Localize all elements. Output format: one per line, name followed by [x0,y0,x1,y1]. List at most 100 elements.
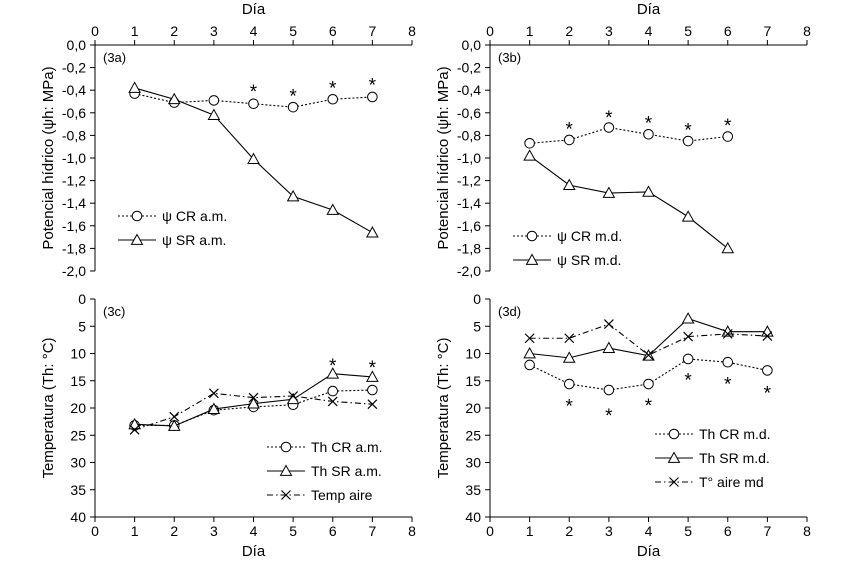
significance-asterisk: * [605,108,613,129]
x-tick-label: 0 [486,523,494,539]
y-tick-label: 20 [465,400,481,416]
chart-3b: 0 1 2 3 4 5 6 7 8 0,0 -0,2 -0,4 -0,6 -0,8 -1,0 -1,2 -1,4… [435,1,811,279]
data-point-1 [523,346,536,359]
data-point-0 [327,93,339,105]
data-point-1 [207,108,221,120]
x-tick-label: 1 [526,23,534,39]
significance-asterisk: * [329,79,337,100]
y-tick-label: 40 [70,509,86,525]
y-tick-label: -0,2 [457,60,481,76]
data-point-0 [603,384,615,396]
x-tick-label: 6 [724,23,732,39]
data-point-2 [288,391,299,401]
y-tick-label: -0,4 [62,82,86,98]
y-tick-label: 35 [70,482,86,498]
x-tick-label: 2 [565,523,573,539]
y-axis-title: Temperatura (Th: °C) [435,337,452,478]
legend-marker [279,464,293,476]
significance-asterisk: * [605,406,613,427]
data-point-2 [722,328,733,339]
panel-label: (3c) [103,304,125,319]
significance-asterisk: * [566,119,574,140]
data-point-0 [287,101,299,113]
data-point-0 [603,122,615,133]
legend-label: ψ CR a.m. [162,208,227,224]
y-tick-label: -0,6 [457,105,481,121]
data-point-0 [563,134,575,146]
legend-marker [526,230,538,242]
legend-marker [525,253,539,265]
x-tick-label: 5 [289,23,297,39]
data-point-1 [326,367,340,379]
x-tick-label: 8 [408,23,416,39]
x-tick-label: 1 [526,523,534,539]
significance-asterisk: * [369,358,377,379]
data-point-1 [523,149,536,161]
x-tick-label: 3 [605,23,613,39]
x-tick-label: 4 [250,23,258,39]
data-point-1 [326,203,340,215]
data-point-2 [762,331,773,341]
panel-label: (3a) [103,50,126,65]
legend-label: T° aire md [699,474,764,490]
data-point-0 [682,353,694,365]
y-tick-label: 5 [78,318,86,334]
legend-label: ψ CR m.d. [557,228,622,244]
data-point-2 [169,411,180,422]
legend-marker [667,451,681,463]
top-axis-title: Día [637,1,661,18]
significance-asterisk: * [289,87,297,108]
data-point-0 [643,378,654,390]
data-point-0 [722,356,734,368]
y-tick-label: -1,4 [457,195,481,211]
x-tick-label: 0 [91,23,99,39]
x-tick-label: 5 [289,523,297,539]
significance-asterisk: * [566,397,574,418]
legend-label: Th CR a.m. [311,439,383,455]
y-axis-title: Potencial hídrico (ψh: MPa) [435,66,452,249]
y-tick-label: -0,2 [62,60,86,76]
significance-asterisk: * [724,374,732,395]
data-point-0 [563,378,575,390]
y-tick-label: -1,0 [62,150,86,166]
y-tick-label: 10 [70,346,86,362]
significance-asterisk: * [369,75,377,96]
data-point-1 [602,341,616,353]
data-point-1 [207,402,221,414]
y-tick-label: 40 [465,509,481,525]
y-tick-label: 0,0 [462,37,482,53]
x-tick-label: 0 [486,23,494,39]
data-point-0 [524,138,535,149]
legend-marker [131,210,143,222]
data-point-0 [208,95,220,106]
y-tick-label: 35 [465,482,481,498]
data-point-2 [564,333,575,344]
data-point-1 [366,370,379,382]
legend-marker [669,477,679,487]
panel-label: (3d) [498,304,521,319]
y-tick-label: 15 [465,373,481,389]
chart-3d: 0 1 2 3 4 5 6 7 8 0 5 10 15 20 25 30 35 40 Día Temperatura … [435,291,811,560]
chart-3c: 0 1 2 3 4 5 6 7 8 0 5 10 15 20 25 30 35 40 Día Temperatura … [40,291,416,560]
x-tick-label: 3 [210,23,218,39]
y-tick-label: 30 [465,455,481,471]
top-axis-title: Día [242,1,266,18]
significance-asterisk: * [684,370,692,391]
data-point-2 [603,319,614,329]
y-tick-label: -1,2 [62,173,86,189]
y-axis-title: Potencial hídrico (ψh: MPa) [40,66,57,249]
data-point-1 [562,178,576,191]
y-tick-label: -1,0 [457,150,481,166]
x-tick-label: 4 [645,23,653,39]
panel-label: (3b) [498,50,521,65]
x-tick-label: 6 [329,523,337,539]
data-point-1 [247,152,260,165]
data-point-0 [722,131,734,142]
data-point-2 [683,331,694,342]
data-point-1 [642,185,655,197]
data-point-1 [167,92,181,105]
data-point-0 [682,135,694,147]
x-tick-label: 2 [170,523,178,539]
y-tick-label: 20 [70,400,86,416]
